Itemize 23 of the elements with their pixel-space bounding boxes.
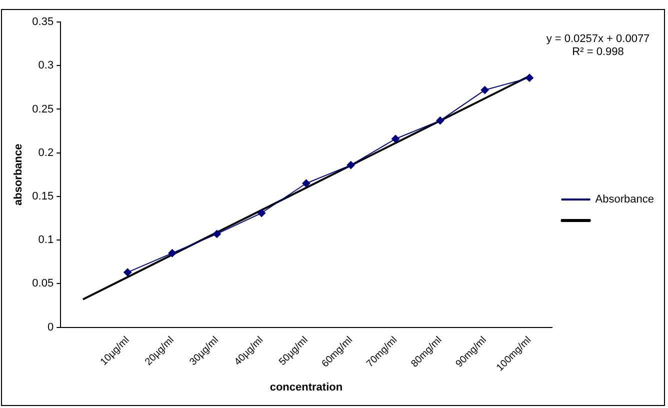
point (346, 161, 355, 170)
y-tick-label: 0.15 (32, 190, 54, 202)
y-tick-label: 0 (47, 321, 54, 334)
point (212, 230, 221, 238)
point (392, 134, 400, 143)
y-tick-label: 0.05 (32, 278, 54, 290)
x-axis-title: concentration (270, 381, 343, 394)
annotation: y = 0.0257x + 0.0077 (546, 33, 650, 45)
text: R² = 0.998 (572, 46, 624, 58)
point (302, 179, 310, 188)
legend-label: Absorbance (595, 194, 654, 206)
y-tick-label: 0.35 (32, 16, 54, 28)
y-axis-title: absorbance (12, 144, 25, 206)
point (480, 86, 489, 94)
point (124, 268, 132, 276)
y-tick-label: 0.1 (38, 234, 54, 246)
point (258, 209, 266, 218)
y-tick-label: 0.25 (32, 103, 54, 116)
point (168, 249, 176, 258)
y-tick-label: 0.2 (38, 146, 54, 159)
point (436, 116, 444, 125)
point (525, 74, 534, 82)
y-tick-label: 0.3 (38, 60, 54, 72)
